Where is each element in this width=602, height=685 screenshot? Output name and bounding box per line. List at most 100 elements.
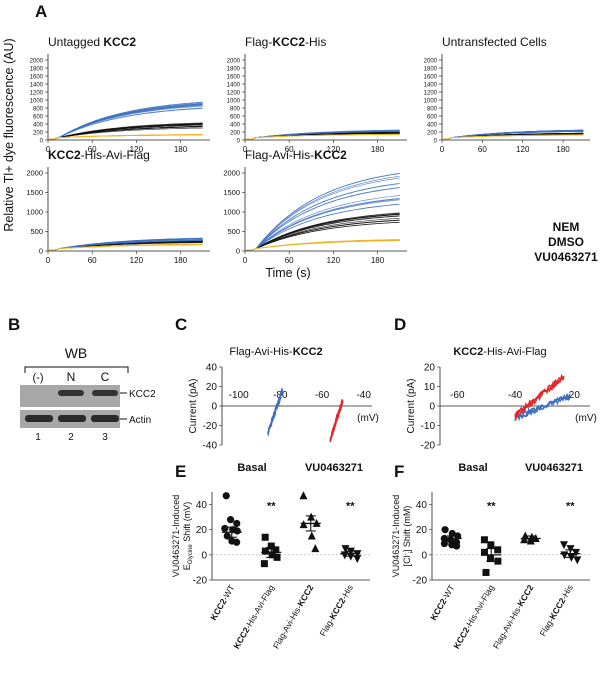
panel-letter-b: B <box>8 315 20 334</box>
panel-f-scatter: -20 0 20 40 VU0463271-Induced [Cl-i] Shift (m… <box>391 492 590 650</box>
panel-letter-c: C <box>175 315 187 334</box>
panel-c-vu-label: VU0463271 <box>305 462 363 474</box>
nem-trace <box>48 103 203 140</box>
panel-c-y-tick-label: -40 <box>203 441 218 452</box>
nem-trace <box>245 175 400 251</box>
y-tick-label: 1000 <box>424 99 438 105</box>
panel-f-category-label: KCC2-His-Avi-Flag <box>451 583 496 651</box>
panel-a-subplot-title: Untransfected Cells <box>442 35 547 49</box>
panel-c-vu-trace <box>329 401 344 443</box>
y-tick-label: 1600 <box>424 75 438 81</box>
panel-e-y-tick-label: 20 <box>196 525 208 536</box>
panel-e-scatter: -20 0 20 40 VU0463271-Induced EGlycine Shift … <box>171 491 370 650</box>
wb-actin-band-lane-2 <box>58 415 86 422</box>
x-tick-label: 180 <box>174 145 188 154</box>
nem-trace <box>245 203 400 251</box>
panel-a-subplot-title-part: -His-Avi-Flag <box>81 148 150 162</box>
wb-bracket <box>24 366 129 373</box>
panel-d-y-tick-label: 0 <box>429 402 435 413</box>
panel-e-y-label-main: E <box>182 564 192 570</box>
panel-e-data-point <box>340 551 349 560</box>
wb-lane-3-number: 3 <box>102 432 108 443</box>
vu-trace <box>245 133 400 140</box>
y-tick-label: 2000 <box>227 59 241 65</box>
dmso-trace <box>245 215 400 251</box>
panel-e-data-point <box>261 533 269 541</box>
panel-f-y-label-sup: - <box>403 553 409 555</box>
panel-b-western-blot: WB (-) N C KCC2 Actin 1 2 3 <box>20 345 156 443</box>
panel-f-data-point <box>560 551 569 560</box>
panel-f-data-point <box>453 542 461 550</box>
dmso-trace <box>245 219 400 251</box>
wb-actin-band-lane-3 <box>91 415 119 422</box>
panel-c-basal-label: Basal <box>237 462 266 474</box>
panel-d-iv-plot: KCC2-His-Avi-Flag 20 10 0 -10 -20 -60 -40 -20 (mV… <box>406 346 597 474</box>
legend-nem: NEM <box>553 220 580 234</box>
dmso-trace <box>245 217 400 251</box>
panel-e-y-label-line2: EGlycine Shift (mV) <box>182 502 194 571</box>
panel-f-y-label-end: ] Shift (mM) <box>402 506 412 553</box>
vu-trace <box>245 240 400 251</box>
panel-f-data-point <box>486 555 494 563</box>
panel-e-data-point <box>226 516 235 524</box>
panel-a-subplot-title-part: Flag-Avi-His- <box>245 148 314 162</box>
panel-f-category-label-part: -His <box>559 583 575 601</box>
panel-e-significance: ** <box>267 501 276 513</box>
y-tick-label: 600 <box>427 115 438 121</box>
panel-d-y-tick-label: -20 <box>421 441 436 452</box>
panel-d-x-tick-label: -20 <box>565 390 580 401</box>
panel-d-x-tick-label: -40 <box>508 390 523 401</box>
x-tick-label: 120 <box>130 145 144 154</box>
panel-e-data-point <box>272 546 280 554</box>
nem-trace <box>48 105 203 140</box>
y-tick-label: 600 <box>230 115 241 121</box>
vu-trace <box>442 134 584 140</box>
panel-d-title-part: -His-Avi-Flag <box>483 346 546 358</box>
panel-f-category-label: Flag-Avi-His-KCC2 <box>491 583 536 651</box>
y-tick-label: 800 <box>33 107 44 113</box>
panel-e-y-label-end: Shift (mV) <box>182 502 192 545</box>
y-tick-label: 1000 <box>26 208 43 217</box>
panel-a-subplot-title-bold: KCC2 <box>314 148 347 162</box>
y-tick-label: 1200 <box>424 91 438 97</box>
x-tick-label: 0 <box>243 145 248 154</box>
y-tick-label: 0 <box>40 139 44 145</box>
panel-f-data-point <box>482 568 490 576</box>
panel-c-x-tick-label: -100 <box>229 390 249 401</box>
panel-f-significance: ** <box>566 501 575 513</box>
panel-f-significance: ** <box>487 501 496 513</box>
panel-e-category-label-part: -His-Avi-Flag <box>243 583 276 631</box>
panel-e-y-label-sub: Glycine <box>188 544 194 565</box>
panel-d-x-unit: (mV) <box>575 413 597 424</box>
panel-e-data-point <box>273 553 281 561</box>
panel-f-data-point <box>573 556 582 565</box>
x-tick-label: 60 <box>88 145 97 154</box>
panel-c-title-part: Flag-Avi-His- <box>229 346 293 358</box>
y-tick-label: 1600 <box>30 75 44 81</box>
y-tick-label: 2000 <box>30 59 44 65</box>
panel-a-subplot-title-part: Untransfected Cells <box>442 35 547 49</box>
panel-e-data-point <box>307 531 316 540</box>
y-tick-label: 1000 <box>30 99 44 105</box>
dmso-trace <box>245 213 400 251</box>
panel-c-title-bold: KCC2 <box>293 346 323 358</box>
panel-c-y-tick-label: 20 <box>206 382 218 393</box>
panel-e-y-tick-label: 40 <box>196 500 208 511</box>
x-tick-label: 120 <box>327 256 341 265</box>
dmso-trace <box>245 221 400 251</box>
x-tick-label: 60 <box>285 256 294 265</box>
panel-f-data-point <box>566 545 575 554</box>
panel-d-x-tick-label: -60 <box>450 390 465 401</box>
x-tick-label: 180 <box>371 145 385 154</box>
nem-trace <box>48 103 203 140</box>
x-tick-label: 180 <box>371 256 385 265</box>
panel-e-data-point <box>267 542 275 550</box>
wb-lane-1-number: 1 <box>35 432 41 443</box>
panel-e-category-label: KCC2-His-Avi-Flag <box>231 583 276 651</box>
wb-kcc2-band-lane-3 <box>92 390 118 396</box>
nem-trace <box>245 183 400 251</box>
y-tick-label: 500 <box>30 227 43 236</box>
